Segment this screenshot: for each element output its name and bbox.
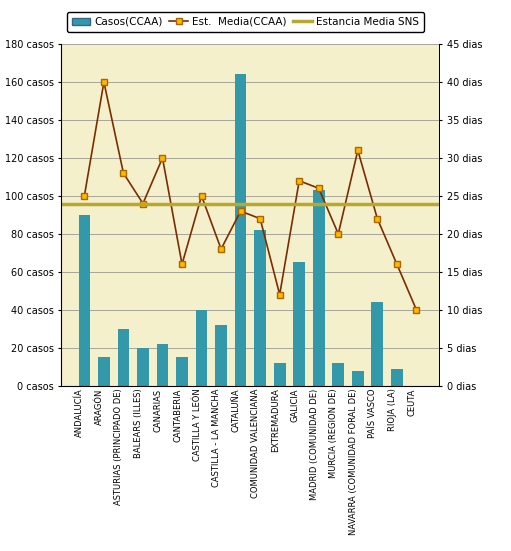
- Bar: [176, 357, 188, 386]
- Bar: [235, 74, 246, 386]
- Legend: Casos(CCAA), Est.  Media(CCAA), Estancia Media SNS: Casos(CCAA), Est. Media(CCAA), Estancia …: [66, 12, 424, 32]
- Bar: [313, 190, 324, 386]
- Bar: [293, 262, 305, 386]
- Bar: [157, 344, 168, 386]
- Bar: [137, 348, 149, 386]
- Bar: [333, 363, 344, 386]
- Bar: [79, 215, 90, 386]
- Bar: [274, 363, 286, 386]
- Bar: [215, 325, 227, 386]
- Bar: [254, 230, 266, 386]
- Bar: [352, 370, 364, 386]
- Bar: [371, 302, 383, 386]
- Bar: [196, 310, 207, 386]
- Bar: [98, 357, 110, 386]
- Bar: [118, 329, 129, 386]
- Bar: [391, 369, 403, 386]
